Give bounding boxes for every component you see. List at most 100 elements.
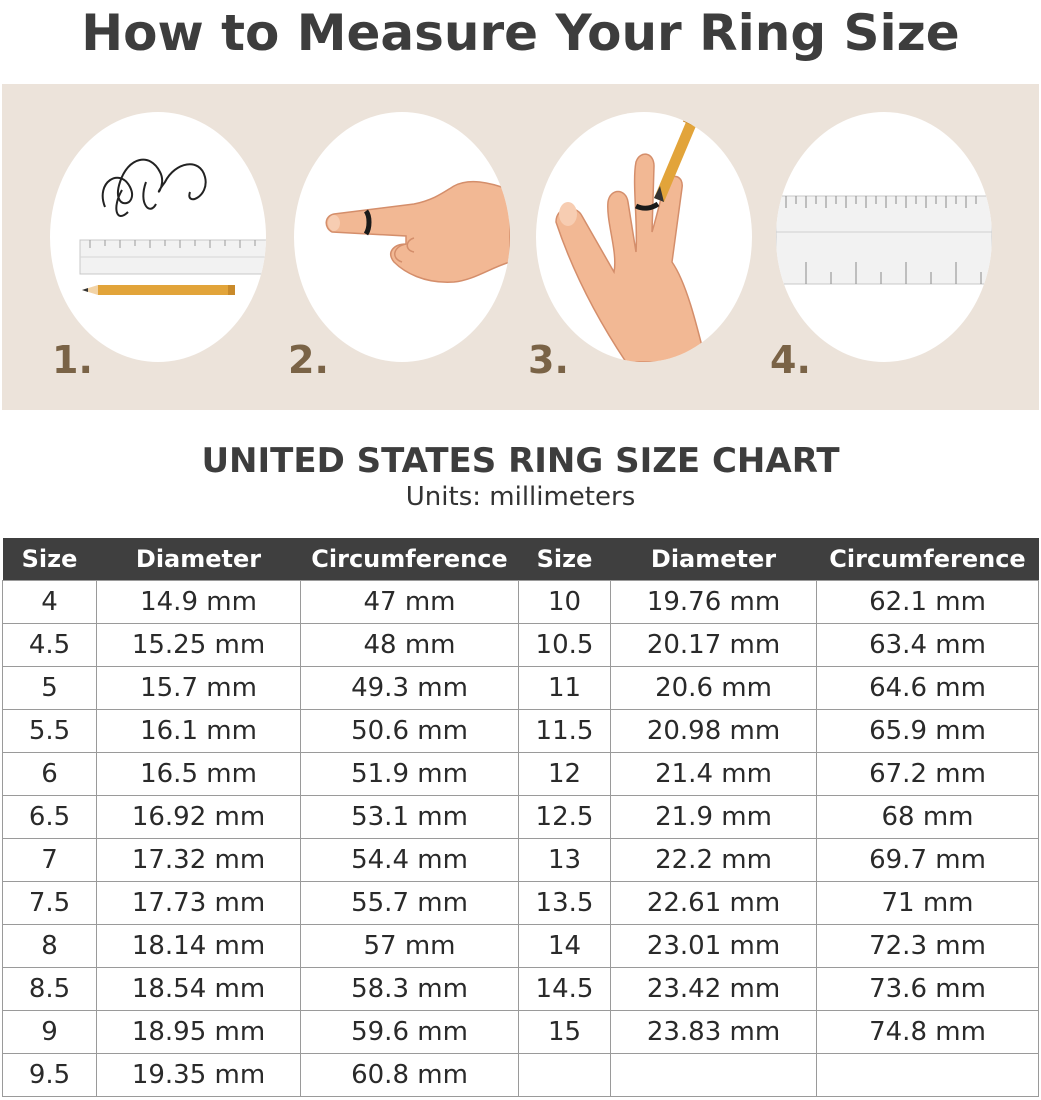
cell-size: 7 [2,838,97,882]
measure-on-ruler-icon [776,195,992,285]
table-header-row: Size Diameter Circumference Size Diamete… [2,538,1039,581]
table-row: 9.5 19.35 mm 60.8 mm [2,1053,1039,1097]
cell-size: 13 [518,838,611,882]
cell-circumference: 54.4 mm [300,838,519,882]
table-body: 4 14.9 mm 47 mm 10 19.76 mm 62.1 mm 4.5 15.25 m… [2,580,1039,1097]
table-row: 8 18.14 mm 57 mm 14 23.01 mm 72.3 mm [2,924,1039,968]
cell-size: 15 [518,1010,611,1054]
cell-circumference: 72.3 mm [816,924,1039,968]
cell-diameter: 15.7 mm [96,666,301,710]
cell-size: 10 [518,580,611,624]
cell-size: 12 [518,752,611,796]
table-row: 8.5 18.54 mm 58.3 mm 14.5 23.42 mm 73.6 mm [2,967,1039,1011]
chart-title: UNITED STATES RING SIZE CHART [201,441,840,481]
cell-diameter: 23.83 mm [610,1010,817,1054]
table-row: 6.5 16.92 mm 53.1 mm 12.5 21.9 mm 68 mm [2,795,1039,839]
cell-circumference: 62.1 mm [816,580,1039,624]
cell-circumference: 59.6 mm [300,1010,519,1054]
string-ruler-pencil-icon [79,158,266,295]
cell-diameter: 17.32 mm [96,838,301,882]
table-row: 7.5 17.73 mm 55.7 mm 13.5 22.61 mm 71 mm [2,881,1039,925]
cell-circumference [816,1053,1039,1097]
cell-diameter: 22.61 mm [610,881,817,925]
cell-circumference: 68 mm [816,795,1039,839]
cell-circumference: 60.8 mm [300,1053,519,1097]
cell-size: 13.5 [518,881,611,925]
chart-units: Units: millimeters [405,482,636,512]
cell-size: 14.5 [518,967,611,1011]
cell-size: 9 [2,1010,97,1054]
cell-circumference: 49.3 mm [300,666,519,710]
cell-circumference: 65.9 mm [816,709,1039,753]
step-3-illustration [536,112,752,362]
cell-circumference: 64.6 mm [816,666,1039,710]
header-size: Size [518,538,611,581]
cell-diameter: 23.01 mm [610,924,817,968]
table-row: 7 17.32 mm 54.4 mm 13 22.2 mm 69.7 mm [2,838,1039,882]
table-row: 5 15.7 mm 49.3 mm 11 20.6 mm 64.6 mm [2,666,1039,710]
cell-diameter [610,1053,817,1097]
header-diameter: Diameter [610,538,817,581]
table-row: 5.5 16.1 mm 50.6 mm 11.5 20.98 mm 65.9 mm [2,709,1039,753]
step-3-number: 3. [528,338,569,382]
page-title: How to Measure Your Ring Size [81,4,960,62]
cell-size: 4.5 [2,623,97,667]
cell-diameter: 21.9 mm [610,795,817,839]
table-row: 9 18.95 mm 59.6 mm 15 23.83 mm 74.8 mm [2,1010,1039,1054]
cell-diameter: 18.14 mm [96,924,301,968]
cell-size: 12.5 [518,795,611,839]
cell-diameter: 16.92 mm [96,795,301,839]
cell-diameter: 20.6 mm [610,666,817,710]
table-row: 4 14.9 mm 47 mm 10 19.76 mm 62.1 mm [2,580,1039,624]
cell-size: 10.5 [518,623,611,667]
cell-size: 6.5 [2,795,97,839]
steps-panel: 1. 2. 3. [2,84,1039,410]
cell-diameter: 22.2 mm [610,838,817,882]
cell-diameter: 23.42 mm [610,967,817,1011]
table-row: 6 16.5 mm 51.9 mm 12 21.4 mm 67.2 mm [2,752,1039,796]
finger-wrapped-string-icon [325,180,510,283]
header-circumference: Circumference [300,538,519,581]
cell-size: 7.5 [2,881,97,925]
step-2-number: 2. [288,338,329,382]
cell-diameter: 19.35 mm [96,1053,301,1097]
cell-size: 4 [2,580,97,624]
cell-circumference: 50.6 mm [300,709,519,753]
cell-circumference: 57 mm [300,924,519,968]
cell-circumference: 67.2 mm [816,752,1039,796]
cell-circumference: 74.8 mm [816,1010,1039,1054]
cell-circumference: 69.7 mm [816,838,1039,882]
cell-diameter: 19.76 mm [610,580,817,624]
cell-diameter: 16.1 mm [96,709,301,753]
cell-size: 8 [2,924,97,968]
cell-circumference: 48 mm [300,623,519,667]
cell-size: 6 [2,752,97,796]
cell-size [518,1053,611,1097]
step-1-illustration [50,112,266,362]
step-2-illustration [294,112,510,362]
step-4-illustration [776,112,992,362]
cell-circumference: 58.3 mm [300,967,519,1011]
cell-size: 8.5 [2,967,97,1011]
cell-circumference: 63.4 mm [816,623,1039,667]
cell-diameter: 21.4 mm [610,752,817,796]
cell-diameter: 15.25 mm [96,623,301,667]
cell-size: 14 [518,924,611,968]
cell-circumference: 51.9 mm [300,752,519,796]
cell-size: 5.5 [2,709,97,753]
cell-diameter: 17.73 mm [96,881,301,925]
cell-size: 5 [2,666,97,710]
cell-size: 9.5 [2,1053,97,1097]
cell-diameter: 16.5 mm [96,752,301,796]
cell-diameter: 14.9 mm [96,580,301,624]
header-diameter: Diameter [96,538,301,581]
cell-diameter: 18.95 mm [96,1010,301,1054]
cell-diameter: 18.54 mm [96,967,301,1011]
cell-circumference: 47 mm [300,580,519,624]
ring-size-table: Size Diameter Circumference Size Diamete… [2,538,1039,1097]
step-4-number: 4. [770,338,811,382]
cell-diameter: 20.98 mm [610,709,817,753]
cell-circumference: 73.6 mm [816,967,1039,1011]
header-size: Size [2,538,97,581]
mark-string-with-pencil-icon [555,114,707,362]
